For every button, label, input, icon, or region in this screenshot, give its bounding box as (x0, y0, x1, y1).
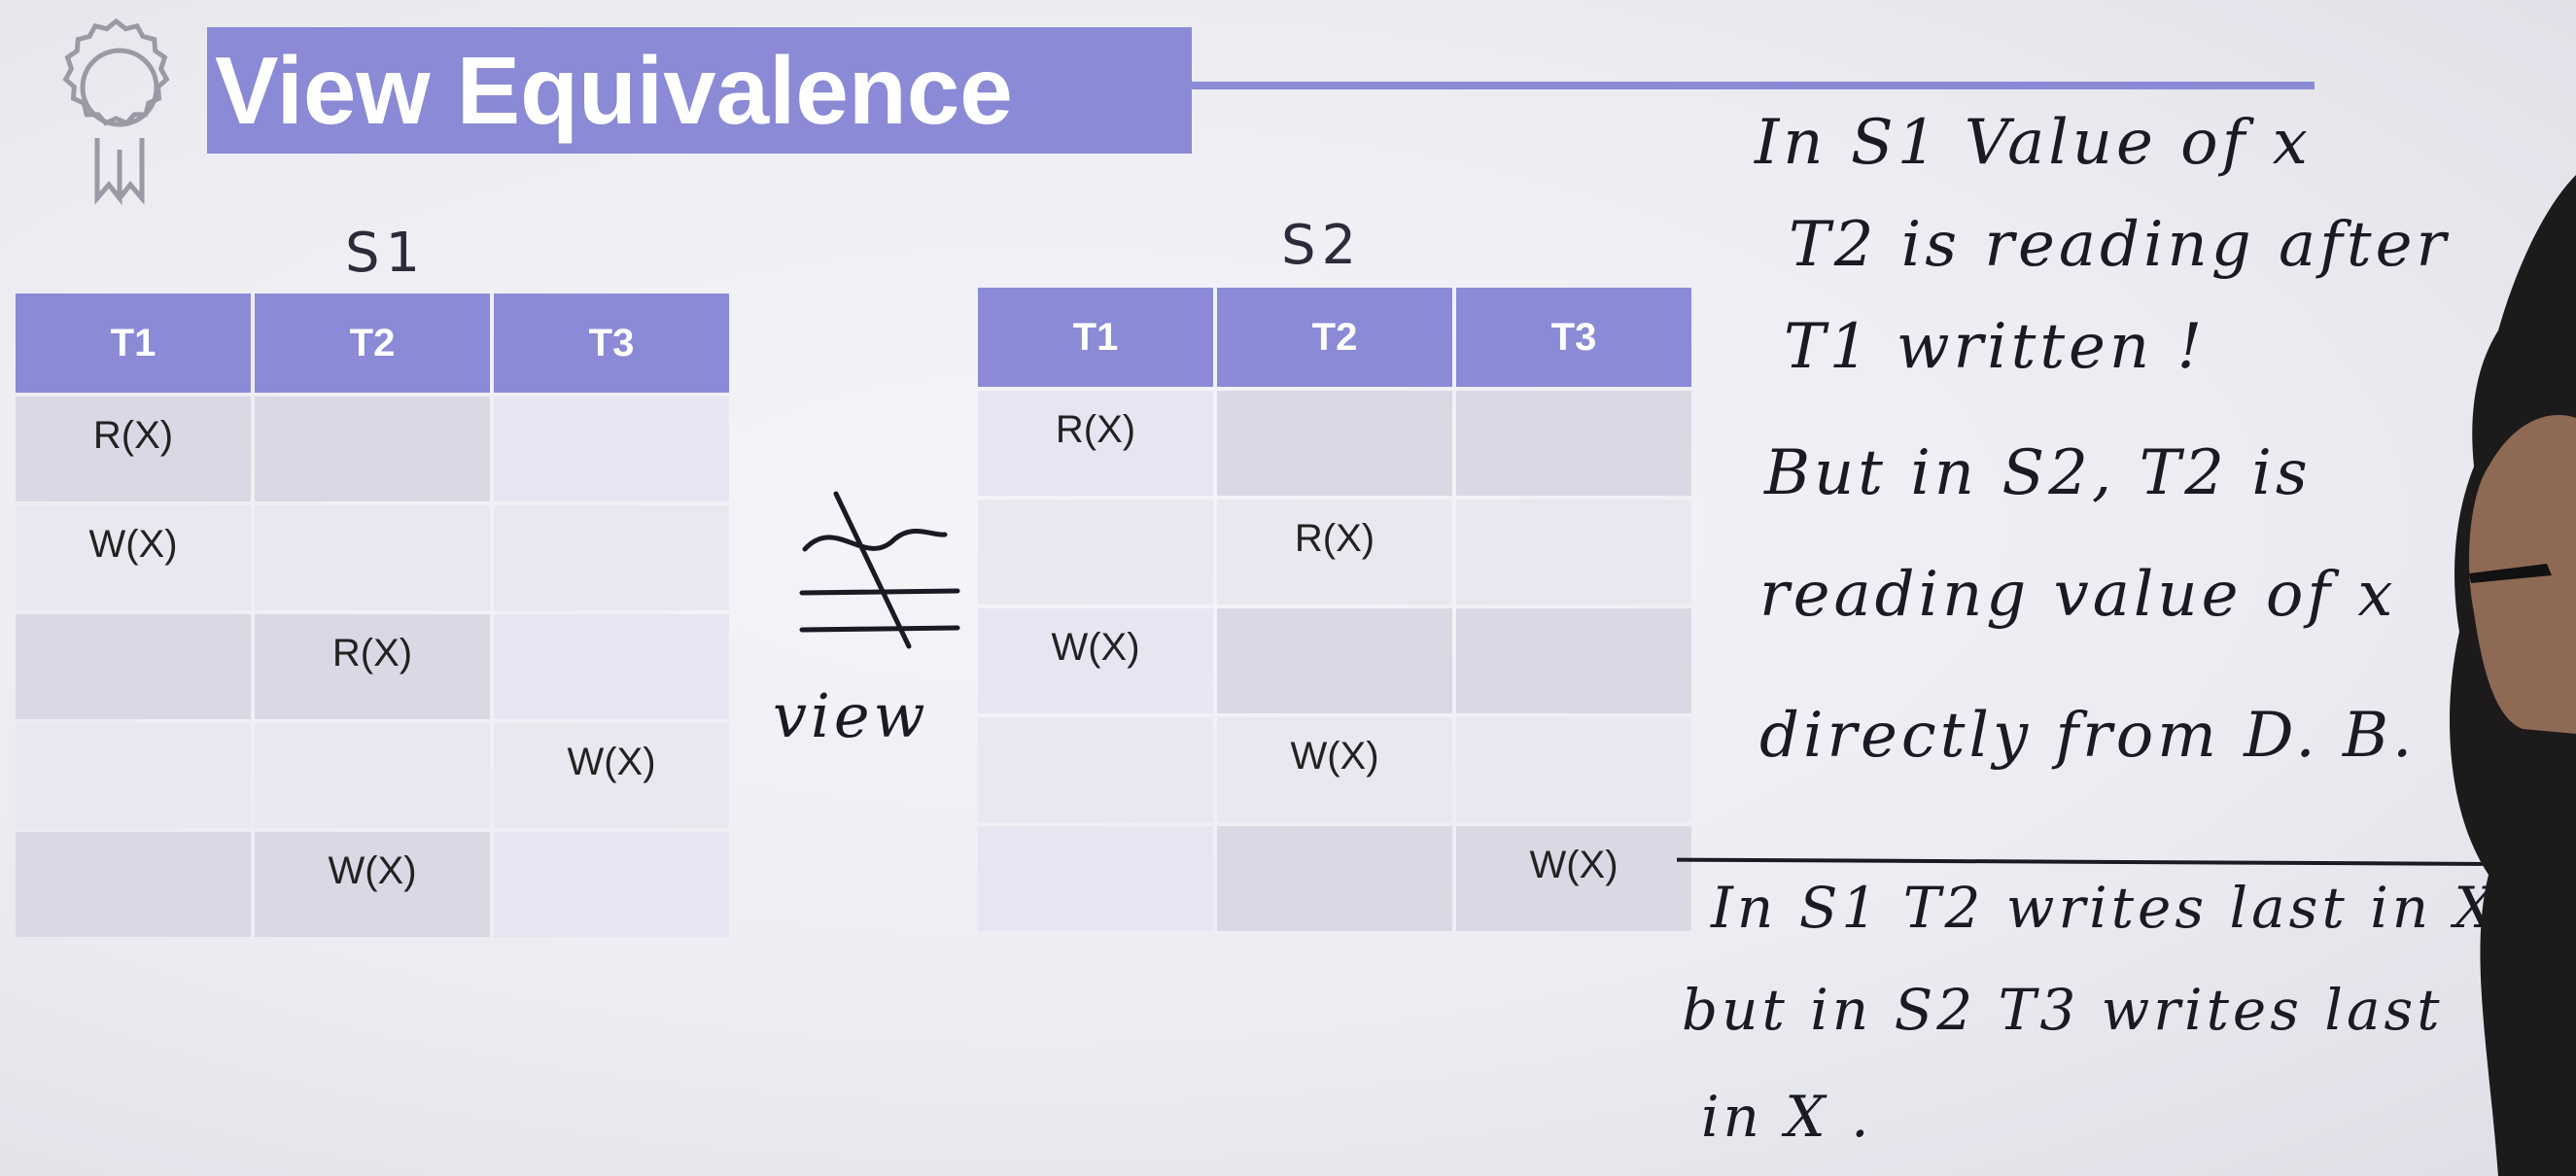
table-row: W(X) (16, 505, 729, 610)
not-equivalent-icon (799, 491, 960, 649)
s1-cell (16, 832, 251, 937)
s1-header-t2: T2 (255, 294, 490, 393)
award-ribbon-icon (62, 17, 170, 206)
s2-cell (978, 717, 1213, 822)
s1-cell (494, 614, 729, 719)
s2-cell (1456, 391, 1691, 496)
note-line-7: In S1 T2 writes last in X (1711, 875, 2498, 941)
table-row: R(X) (16, 614, 729, 719)
title-underline (1192, 82, 2315, 89)
s2-cell: W(X) (1217, 717, 1452, 822)
s2-cell: R(X) (1217, 500, 1452, 605)
s1-cell (16, 723, 251, 828)
table-row: R(X) (978, 391, 1691, 496)
table-row: W(X) (16, 723, 729, 828)
table-row: W(X) (978, 608, 1691, 713)
s2-cell: R(X) (978, 391, 1213, 496)
s2-cell (1456, 717, 1691, 822)
s2-cell (1456, 608, 1691, 713)
schedule-s2-table: T1 T2 T3 R(X) R(X) W(X) W(X) W(X) (974, 284, 1695, 935)
s2-header-t1: T1 (978, 288, 1213, 387)
s1-cell: W(X) (494, 723, 729, 828)
schedule-s1-table: T1 T2 T3 R(X) W(X) R(X) W(X) W(X) (12, 290, 733, 941)
page-title: View Equivalence (207, 27, 1192, 154)
table-row: W(X) (16, 832, 729, 937)
note-line-6: directly from D. B. (1759, 700, 2417, 772)
table-row: R(X) (978, 500, 1691, 605)
s1-cell: W(X) (16, 505, 251, 610)
table-row: W(X) (978, 826, 1691, 931)
s1-header-t3: T3 (494, 294, 729, 393)
s1-header-t1: T1 (16, 294, 251, 393)
note-line-1: In S1 Value of x (1755, 107, 2312, 179)
note-line-9: in X . (1701, 1084, 1873, 1150)
s1-cell: W(X) (255, 832, 490, 937)
s1-cell (255, 723, 490, 828)
s2-cell (1217, 608, 1452, 713)
s1-cell: R(X) (16, 397, 251, 502)
s2-cell (1456, 500, 1691, 605)
s2-cell: W(X) (1456, 826, 1691, 931)
note-line-3: T1 written ! (1784, 311, 2207, 383)
schedule-s1-label: S1 (345, 222, 427, 285)
s1-cell: R(X) (255, 614, 490, 719)
s1-cell (255, 397, 490, 502)
note-line-8: but in S2 T3 writes last (1682, 977, 2444, 1043)
s2-cell (978, 826, 1213, 931)
schedule-s2-label: S2 (1281, 214, 1363, 277)
s1-cell (494, 397, 729, 502)
s1-cell (494, 505, 729, 610)
s2-cell (1217, 391, 1452, 496)
s1-cell (16, 614, 251, 719)
table-row: W(X) (978, 717, 1691, 822)
table-row: R(X) (16, 397, 729, 502)
note-line-4: But in S2, T2 is (1764, 437, 2312, 509)
s2-cell (1217, 826, 1452, 931)
s2-header-t3: T3 (1456, 288, 1691, 387)
s2-cell: W(X) (978, 608, 1213, 713)
s2-cell (978, 500, 1213, 605)
s2-header-t2: T2 (1217, 288, 1452, 387)
note-line-2: T2 is reading after (1789, 209, 2451, 281)
note-line-5: reading value of x (1759, 559, 2397, 631)
s1-cell (494, 832, 729, 937)
view-label: view (773, 680, 929, 751)
presenter-image (2450, 175, 2576, 1176)
s1-cell (255, 505, 490, 610)
